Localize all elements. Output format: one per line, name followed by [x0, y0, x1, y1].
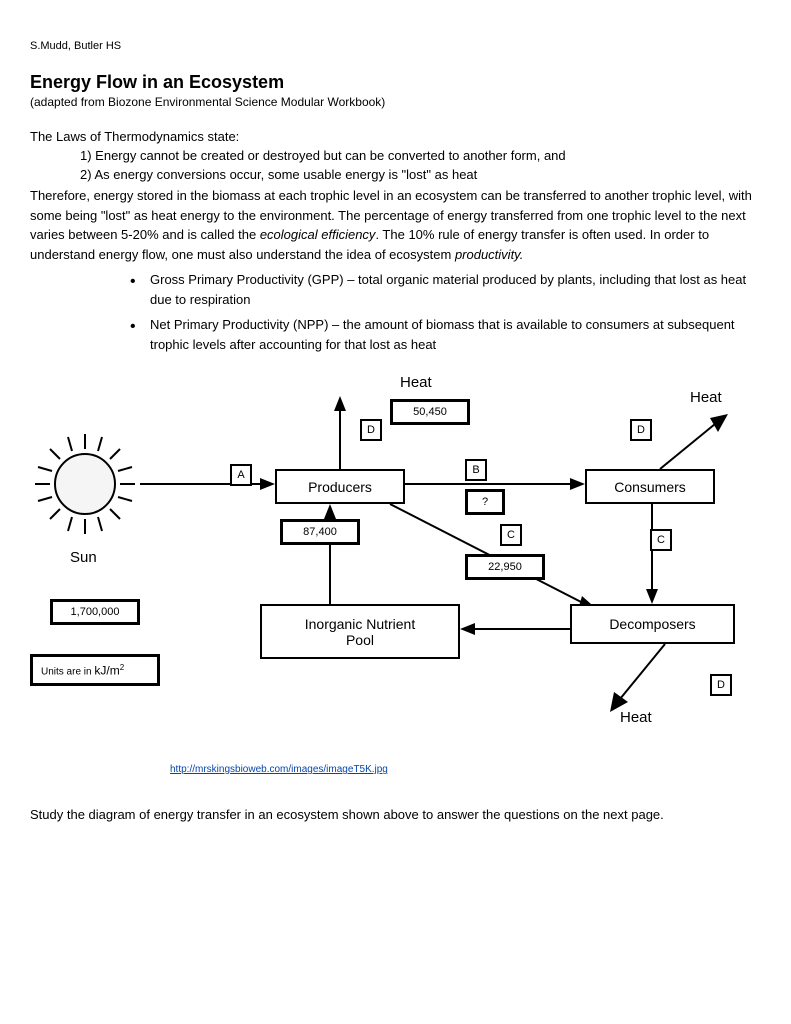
decomposers-node: Decomposers	[570, 604, 735, 644]
law-list: 1) Energy cannot be created or destroyed…	[80, 148, 761, 182]
intro-line: The Laws of Thermodynamics state:	[30, 129, 761, 144]
page-title: Energy Flow in an Ecosystem	[30, 72, 761, 93]
letter-d3: D	[710, 674, 732, 696]
value-87400: 87,400	[280, 519, 360, 545]
letter-c1: C	[500, 524, 522, 546]
arrow-decomposers-heat	[610, 644, 680, 714]
letter-d1: D	[360, 419, 382, 441]
footer-instruction: Study the diagram of energy transfer in …	[30, 805, 761, 825]
sun-icon	[30, 429, 140, 539]
source-link[interactable]: http://mrskingsbioweb.com/images/imageT5…	[170, 764, 761, 775]
letter-d2: D	[630, 419, 652, 441]
ecological-efficiency-term: ecological efficiency	[260, 227, 376, 242]
letter-b: B	[465, 459, 487, 481]
letter-a: A	[230, 464, 252, 486]
units-text-a: Units are in	[41, 666, 94, 677]
bullet-npp: Net Primary Productivity (NPP) – the amo…	[130, 315, 761, 354]
arrow-sun-producers	[140, 474, 275, 494]
value-22950: 22,950	[465, 554, 545, 580]
law-item-2: 2) As energy conversions occur, some usa…	[80, 167, 761, 182]
productivity-term: productivity.	[455, 247, 523, 262]
value-50450: 50,450	[390, 399, 470, 425]
producers-node: Producers	[275, 469, 405, 504]
author-line: S.Mudd, Butler HS	[30, 40, 761, 52]
energy-flow-diagram: Sun Heat Heat H	[30, 374, 760, 754]
main-paragraph: Therefore, energy stored in the biomass …	[30, 186, 761, 264]
arrow-producers-heat	[330, 396, 350, 469]
heat-label-top: Heat	[400, 374, 432, 391]
units-text-b: kJ/m	[94, 663, 119, 677]
page-subtitle: (adapted from Biozone Environmental Scie…	[30, 95, 761, 109]
letter-c2: C	[650, 529, 672, 551]
consumers-node: Consumers	[585, 469, 715, 504]
arrow-consumers-heat	[660, 414, 730, 474]
value-question: ?	[465, 489, 505, 515]
value-1700000: 1,700,000	[50, 599, 140, 625]
units-box: Units are in kJ/m2	[30, 654, 160, 686]
arrow-decomposers-inorganic	[460, 619, 570, 639]
arrow-consumers-decomposers	[642, 504, 662, 604]
law-item-1: 1) Energy cannot be created or destroyed…	[80, 148, 761, 163]
heat-label-bottom: Heat	[620, 709, 652, 726]
units-sup: 2	[120, 663, 124, 672]
inorganic-pool-node: Inorganic Nutrient Pool	[260, 604, 460, 659]
sun-label: Sun	[70, 549, 97, 566]
bullet-gpp: Gross Primary Productivity (GPP) – total…	[130, 270, 761, 309]
heat-label-right: Heat	[690, 389, 722, 406]
bullet-list: Gross Primary Productivity (GPP) – total…	[130, 270, 761, 354]
